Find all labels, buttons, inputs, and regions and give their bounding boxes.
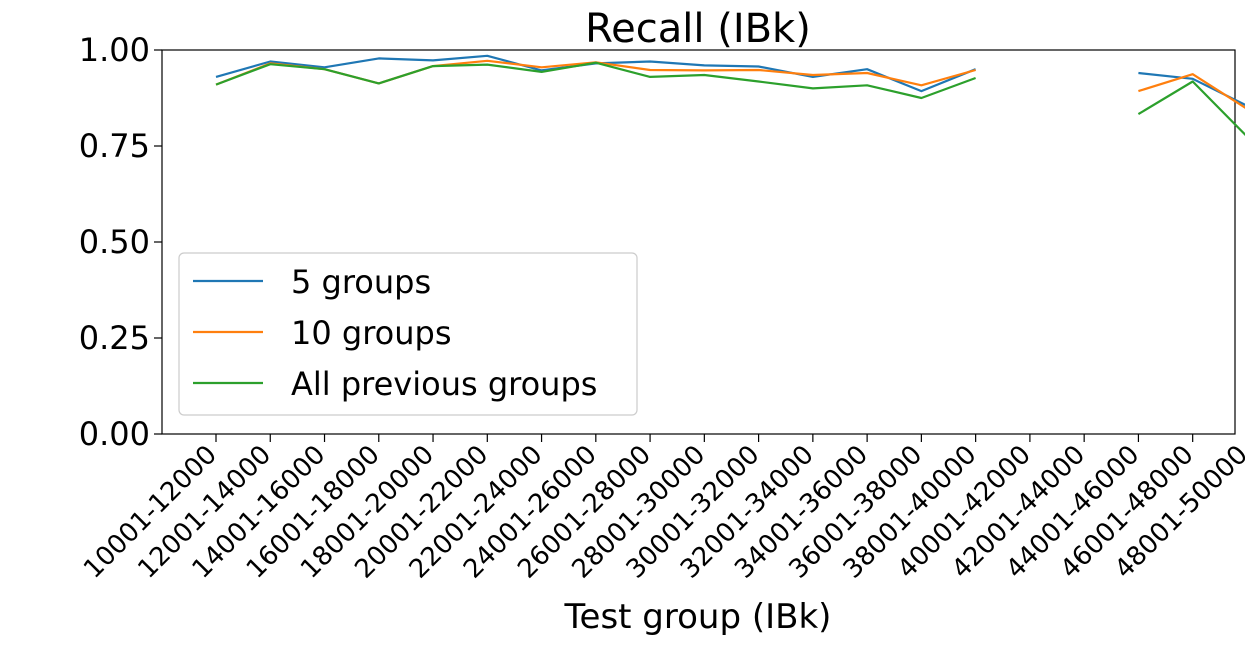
legend: 5 groups 10 groups All previous groups bbox=[178, 252, 638, 416]
y-axis: 0.00 0.25 0.50 0.75 1.00 bbox=[79, 31, 162, 453]
legend-label: All previous groups bbox=[291, 365, 597, 403]
y-tick-label: 0.75 bbox=[79, 127, 150, 165]
x-axis-label: Test group (IBk) bbox=[564, 597, 832, 637]
x-axis: 10001-1200012001-1400014001-1600016001-1… bbox=[78, 434, 1245, 585]
series-line-2 bbox=[215, 59, 1245, 109]
y-tick-label: 0.00 bbox=[79, 415, 150, 453]
legend-label: 10 groups bbox=[291, 314, 452, 352]
series-line-3 bbox=[215, 61, 1245, 137]
legend-label: 5 groups bbox=[291, 263, 431, 301]
chart-title: Recall (IBk) bbox=[585, 6, 811, 52]
y-tick-label: 0.50 bbox=[79, 223, 150, 261]
legend-box bbox=[178, 252, 638, 416]
y-tick-label: 1.00 bbox=[79, 31, 150, 69]
series-layer bbox=[215, 54, 1245, 137]
y-tick-label: 0.25 bbox=[79, 319, 150, 357]
